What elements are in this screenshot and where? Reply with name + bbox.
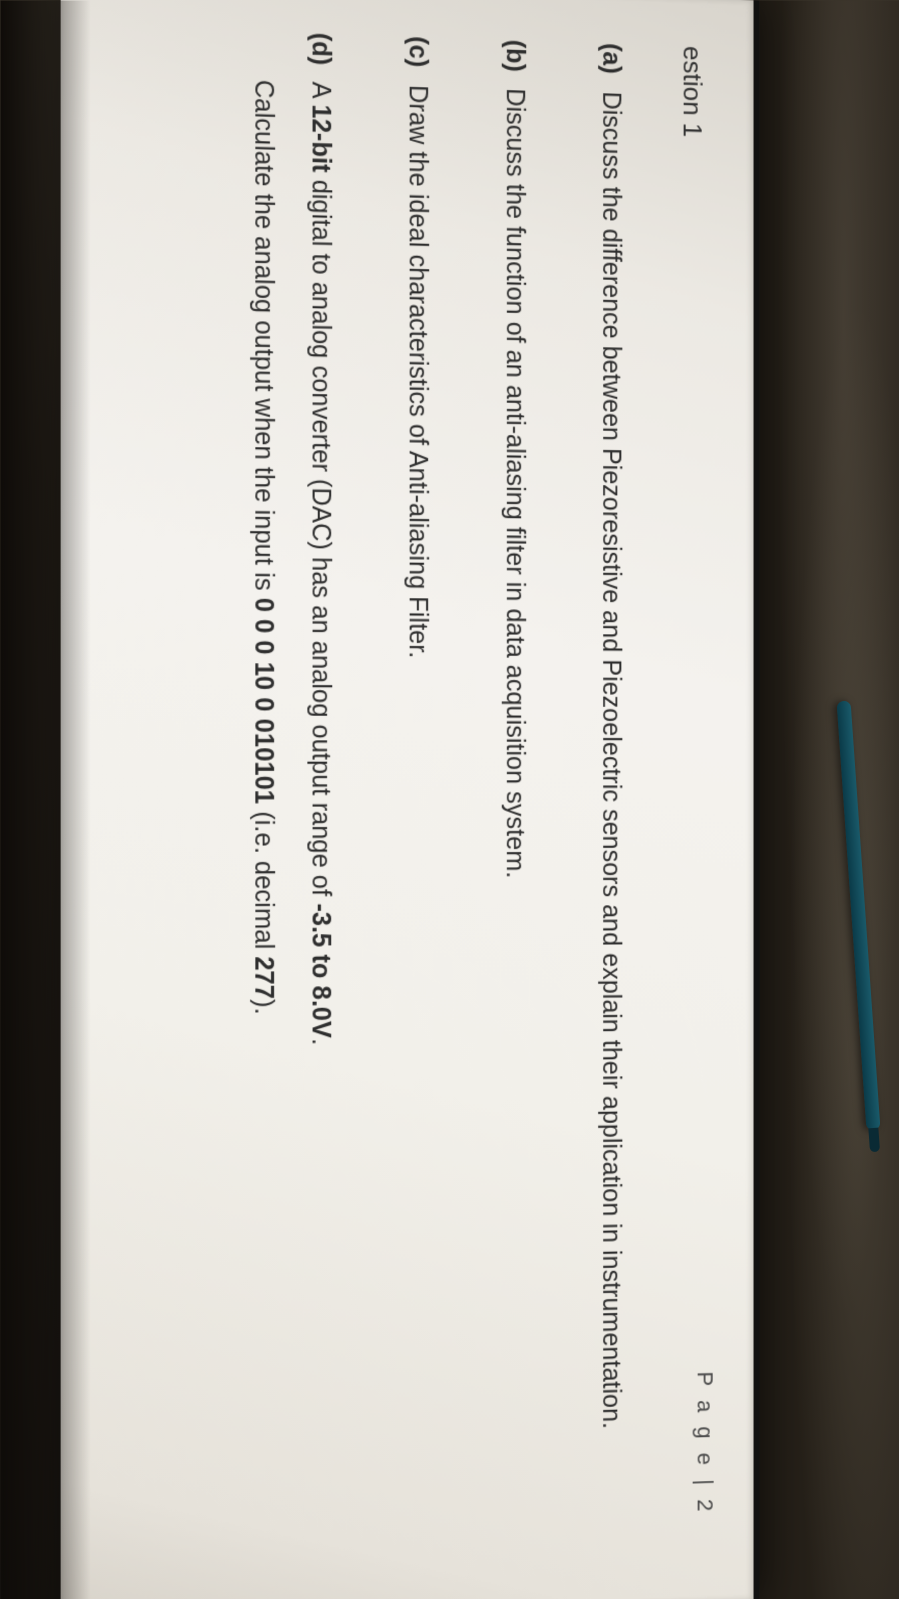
question-item-c: (c) Draw the ideal characteristics of An… xyxy=(398,35,438,1542)
item-text: Draw the ideal characteristics of Anti-a… xyxy=(398,84,438,1542)
bold-fragment: 0 0 0 10 0 010101 xyxy=(249,597,278,803)
text-fragment: digital to analog converter (DAC) has an… xyxy=(306,172,335,903)
desk-clutter-area xyxy=(759,0,899,1599)
item-label: (c) xyxy=(398,35,438,85)
text-fragment: A xyxy=(306,81,335,105)
exam-paper: P a g e | 2 estion 1 (a) Discuss the dif… xyxy=(60,0,759,1599)
text-fragment: (i.e. decimal xyxy=(249,804,278,956)
item-label: (a) xyxy=(591,42,630,92)
item-text: A 12-bit digital to analog converter (DA… xyxy=(300,81,340,1545)
bold-fragment: 277 xyxy=(249,956,278,999)
item-label: (d) xyxy=(300,32,340,82)
background-surface: P a g e | 2 estion 1 (a) Discuss the dif… xyxy=(0,0,899,1599)
text-fragment: ). xyxy=(249,998,278,1014)
question-item-a: (a) Discuss the difference between Piezo… xyxy=(591,42,630,1535)
question-item-d: (d) A 12-bit digital to analog converter… xyxy=(300,32,340,1546)
pen-object xyxy=(836,700,880,1130)
item-text: Discuss the difference between Piezoresi… xyxy=(591,90,630,1535)
item-text: Discuss the function of an anti-aliasing… xyxy=(495,87,534,1538)
bold-fragment: -3.5 to 8.0V xyxy=(306,903,335,1038)
page-number-label: P a g e | 2 xyxy=(691,1371,717,1516)
bottom-vignette xyxy=(0,0,90,1599)
question-item-d-line2: Calculate the analog output when the inp… xyxy=(243,79,283,1547)
item-label: (b) xyxy=(495,39,534,89)
question-item-b: (b) Discuss the function of an anti-alia… xyxy=(495,39,534,1539)
bold-fragment: 12-bit xyxy=(306,103,335,172)
text-fragment: Calculate the analog output when the inp… xyxy=(249,79,278,598)
rotated-paper-container: P a g e | 2 estion 1 (a) Discuss the dif… xyxy=(0,0,899,1599)
question-header: estion 1 xyxy=(676,45,707,1532)
text-fragment: . xyxy=(306,1037,335,1044)
